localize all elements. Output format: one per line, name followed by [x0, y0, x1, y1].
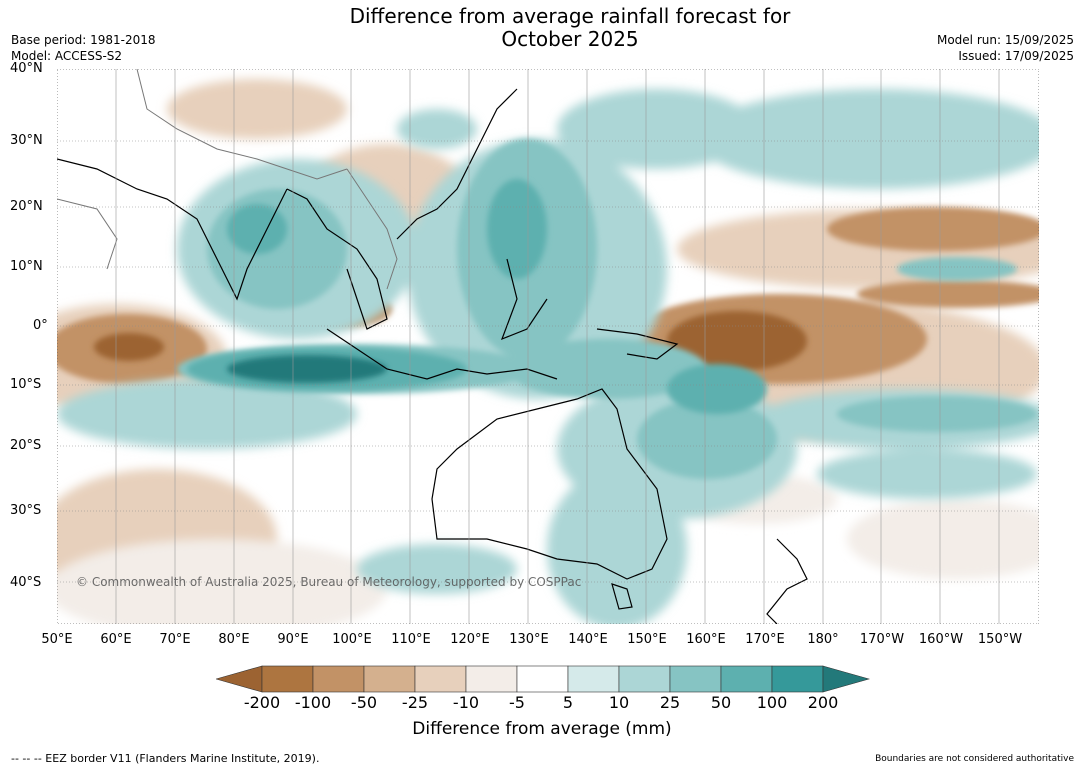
title-line-2: October 2025 [501, 27, 639, 51]
colorbar-svg [214, 665, 871, 693]
colorbar-tick-label: 10 [608, 693, 630, 712]
lon-tick: 150°E [627, 632, 667, 647]
lat-tick: 40°S [10, 575, 42, 590]
colorbar-extend-high [822, 665, 871, 693]
meridians [115, 69, 1000, 624]
colorbar-tick-label: 5 [562, 693, 574, 712]
colorbar-tick-label: 200 [807, 693, 839, 712]
boundaries-disclaimer: Boundaries are not considered authoritat… [875, 754, 1074, 764]
meta-left: Base period: 1981-2018 Model: ACCESS-S2 [11, 32, 156, 64]
lon-tick: 180° [807, 632, 839, 647]
lon-tick: 160°W [918, 632, 964, 647]
colorbar-segment [567, 665, 620, 693]
colorbar-segment [465, 665, 518, 693]
colorbar-tick-label: -5 [509, 693, 525, 712]
colorbar-segment [771, 665, 824, 693]
lat-tick: 20°S [10, 438, 42, 453]
lon-tick: 130°E [509, 632, 549, 647]
lon-tick: 150°W [977, 632, 1023, 647]
lat-tick: 10°N [10, 259, 43, 274]
colorbar-segment [414, 665, 467, 693]
eez-border-note: -- -- -- EEZ border V11 (Flanders Marine… [11, 752, 320, 765]
colorbar-tick-label: -10 [452, 693, 480, 712]
colorbar-segment [312, 665, 365, 693]
colorbar-segment [363, 665, 416, 693]
colorbar-segment [669, 665, 722, 693]
colorbar-segment [618, 665, 671, 693]
lat-tick: 20°N [10, 199, 43, 214]
colorbar-segment [261, 665, 314, 693]
title-line-1: Difference from average rainfall forecas… [349, 4, 791, 28]
colorbar-tick-label: 50 [710, 693, 732, 712]
lon-tick: 140°E [568, 632, 608, 647]
base-period: Base period: 1981-2018 [11, 33, 156, 47]
wet-anomaly-max [227, 355, 387, 383]
lon-tick: 160°E [686, 632, 726, 647]
lat-tick: 0° [33, 318, 48, 333]
lon-tick: 80°E [218, 632, 250, 647]
map-title: Difference from average rainfall forecas… [0, 5, 1085, 51]
meta-right: Model run: 15/09/2025 Issued: 17/09/2025 [937, 32, 1074, 64]
colorbar-tick-label: -100 [294, 693, 332, 712]
lon-tick: 50°E [41, 632, 73, 647]
lon-tick: 170°W [859, 632, 905, 647]
colorbar-segment [720, 665, 773, 693]
lon-tick: 100°E [332, 632, 372, 647]
issued-date: Issued: 17/09/2025 [958, 49, 1074, 63]
coastlines [57, 88, 808, 624]
map-canvas [57, 69, 1039, 624]
model-name: Model: ACCESS-S2 [11, 49, 123, 63]
lat-tick: 30°N [10, 133, 43, 148]
dry-anomaly-pale [57, 474, 1039, 624]
lon-tick: 120°E [450, 632, 490, 647]
lon-tick: 90°E [277, 632, 309, 647]
lat-tick: 30°S [10, 503, 42, 518]
colorbar-extend-low [214, 665, 263, 693]
colorbar-tick-label: -25 [401, 693, 429, 712]
lat-tick: 10°S [10, 377, 42, 392]
wet-anomaly-strong [187, 179, 767, 414]
lon-tick: 110°E [391, 632, 431, 647]
colorbar-tick-label: -50 [350, 693, 378, 712]
colorbar [214, 664, 871, 698]
lat-tick: 40°N [10, 61, 43, 76]
lon-tick: 60°E [100, 632, 132, 647]
colorbar-tick-label: 25 [659, 693, 681, 712]
colorbar-segment [516, 665, 569, 693]
rainfall-map [57, 69, 1039, 624]
lon-tick: 70°E [159, 632, 191, 647]
colorbar-tick-label: 100 [756, 693, 788, 712]
colorbar-title: Difference from average (mm) [412, 719, 672, 739]
colorbar-tick-label: -200 [243, 693, 281, 712]
borders [57, 69, 398, 290]
lon-tick: 170°E [745, 632, 785, 647]
model-run: Model run: 15/09/2025 [936, 33, 1074, 47]
copyright-notice: © Commonwealth of Australia 2025, Bureau… [76, 575, 582, 589]
